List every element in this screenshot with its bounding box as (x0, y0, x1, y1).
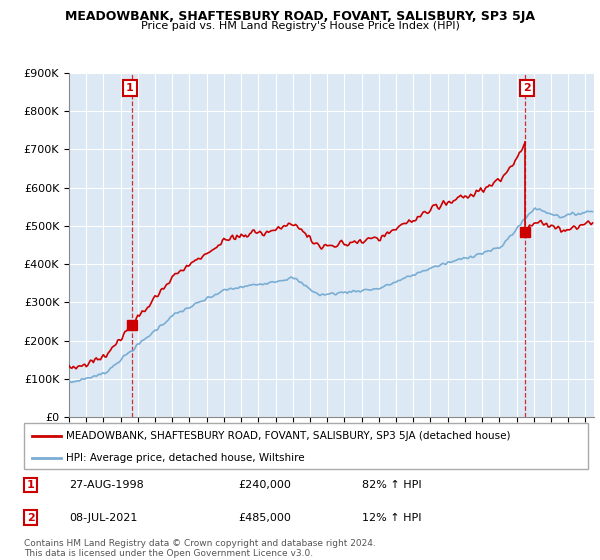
Text: Price paid vs. HM Land Registry's House Price Index (HPI): Price paid vs. HM Land Registry's House … (140, 21, 460, 31)
FancyBboxPatch shape (24, 423, 588, 469)
Text: 2: 2 (27, 513, 35, 523)
Text: HPI: Average price, detached house, Wiltshire: HPI: Average price, detached house, Wilt… (66, 453, 305, 463)
Text: 08-JUL-2021: 08-JUL-2021 (69, 513, 137, 523)
Text: 12% ↑ HPI: 12% ↑ HPI (362, 513, 422, 523)
Text: MEADOWBANK, SHAFTESBURY ROAD, FOVANT, SALISBURY, SP3 5JA: MEADOWBANK, SHAFTESBURY ROAD, FOVANT, SA… (65, 10, 535, 23)
Text: 1: 1 (27, 480, 35, 490)
Text: 1: 1 (126, 83, 134, 93)
Text: 82% ↑ HPI: 82% ↑ HPI (362, 480, 422, 490)
Text: This data is licensed under the Open Government Licence v3.0.: This data is licensed under the Open Gov… (24, 549, 313, 558)
Text: £240,000: £240,000 (238, 480, 291, 490)
Text: 2: 2 (523, 83, 531, 93)
Text: MEADOWBANK, SHAFTESBURY ROAD, FOVANT, SALISBURY, SP3 5JA (detached house): MEADOWBANK, SHAFTESBURY ROAD, FOVANT, SA… (66, 431, 511, 441)
Text: 27-AUG-1998: 27-AUG-1998 (69, 480, 144, 490)
Text: Contains HM Land Registry data © Crown copyright and database right 2024.: Contains HM Land Registry data © Crown c… (24, 539, 376, 548)
Text: £485,000: £485,000 (238, 513, 291, 523)
